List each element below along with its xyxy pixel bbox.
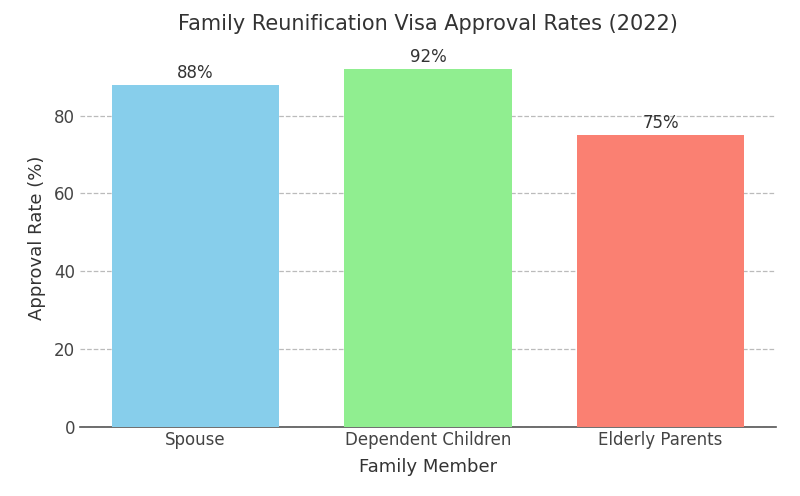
Text: 88%: 88%: [177, 64, 214, 82]
Text: 75%: 75%: [642, 115, 679, 132]
Bar: [577, 135, 744, 427]
Bar: [344, 69, 512, 427]
Y-axis label: Approval Rate (%): Approval Rate (%): [28, 156, 46, 320]
Text: 92%: 92%: [410, 48, 446, 66]
Bar: [112, 85, 279, 427]
Title: Family Reunification Visa Approval Rates (2022): Family Reunification Visa Approval Rates…: [178, 14, 678, 34]
X-axis label: Family Member: Family Member: [359, 458, 497, 476]
